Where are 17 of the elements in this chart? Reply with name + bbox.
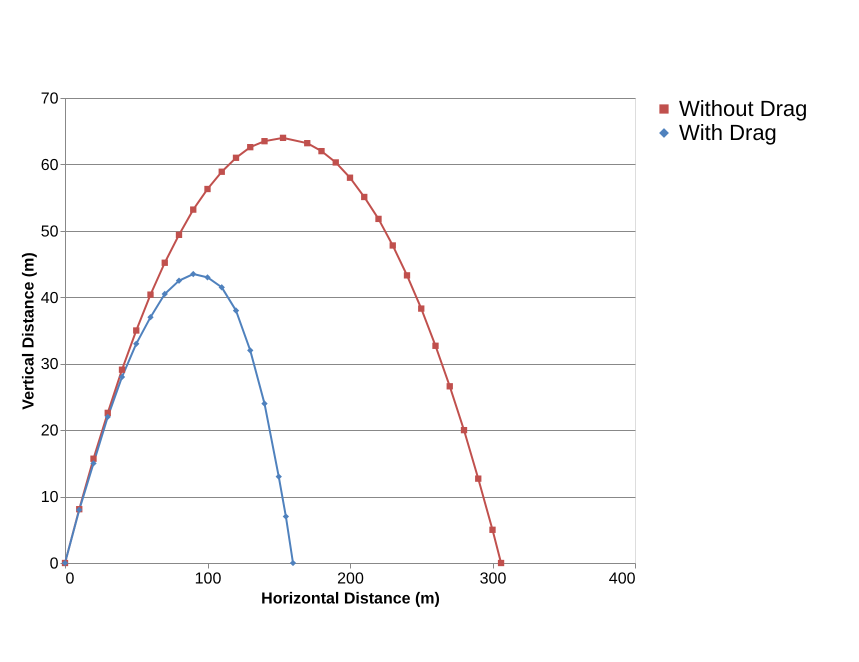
x-tick-label: 100: [194, 570, 222, 588]
legend-label: Without Drag: [679, 96, 808, 121]
y-tick-label: 30: [40, 356, 59, 374]
y-tick-label: 0: [50, 556, 59, 572]
y-axis-title: Vertical Distance (m): [20, 252, 38, 410]
x-tick-label: 0: [66, 570, 74, 588]
y-tick-label: 60: [40, 156, 59, 174]
y-tick-label: 70: [40, 90, 59, 108]
x-tick-label: 200: [337, 570, 364, 588]
y-tick-label: 50: [40, 223, 59, 240]
legend-label: With Drag: [679, 120, 777, 145]
x-tick-label: 400: [608, 570, 636, 588]
x-tick-label: 300: [480, 570, 506, 588]
y-tick-label: 20: [40, 422, 59, 440]
y-tick-label: 10: [40, 489, 59, 506]
y-tick-label: 40: [40, 290, 59, 307]
x-axis-title: Horizontal Distance (m): [261, 590, 440, 608]
